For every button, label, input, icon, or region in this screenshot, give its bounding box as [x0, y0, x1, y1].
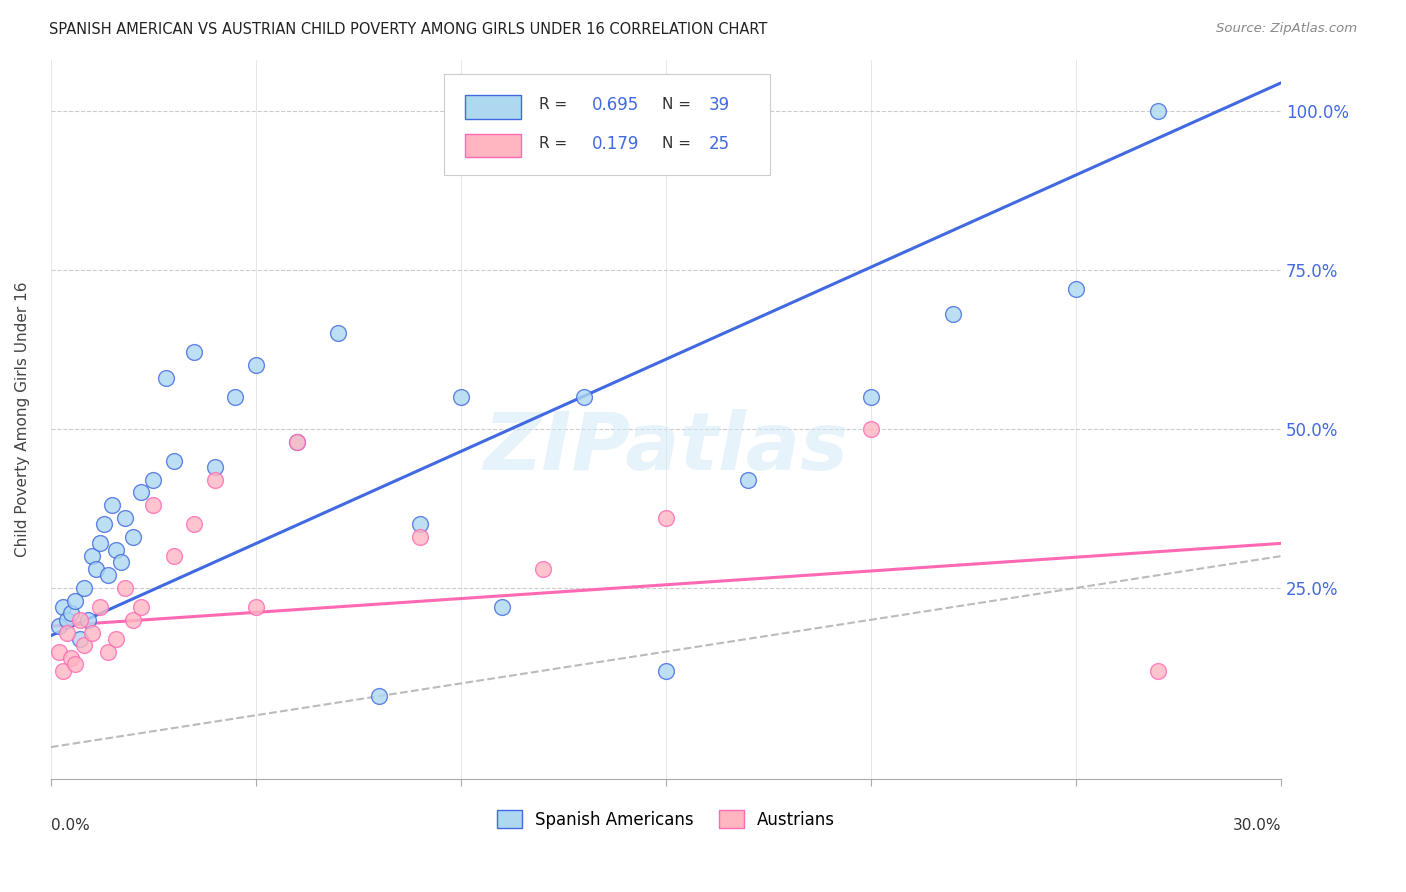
Point: [142, 473, 165, 487]
FancyBboxPatch shape: [444, 74, 770, 175]
Point: [114, 581, 136, 595]
Point: [69, 632, 91, 646]
Point: [163, 549, 186, 563]
FancyBboxPatch shape: [465, 134, 520, 157]
Point: [409, 530, 432, 544]
Point: [285, 434, 308, 449]
Text: 25: 25: [709, 135, 730, 153]
Text: Source: ZipAtlas.com: Source: ZipAtlas.com: [1216, 22, 1357, 36]
Point: [97, 644, 120, 658]
Point: [142, 498, 165, 512]
Text: 0.0%: 0.0%: [51, 819, 90, 833]
Text: ZIPatlas: ZIPatlas: [484, 409, 848, 487]
Point: [105, 542, 128, 557]
Point: [655, 511, 678, 525]
Point: [60, 651, 83, 665]
Point: [56, 625, 79, 640]
Point: [89, 536, 111, 550]
Point: [942, 307, 965, 321]
Point: [72, 638, 94, 652]
Point: [105, 632, 128, 646]
Point: [56, 613, 79, 627]
Point: [60, 607, 83, 621]
Point: [69, 613, 91, 627]
Point: [93, 517, 115, 532]
Text: R =: R =: [538, 136, 572, 152]
Point: [80, 549, 103, 563]
Point: [65, 593, 87, 607]
Point: [110, 556, 132, 570]
Point: [572, 390, 595, 404]
Point: [409, 517, 432, 532]
Text: R =: R =: [538, 97, 572, 112]
Point: [245, 358, 267, 372]
Text: SPANISH AMERICAN VS AUSTRIAN CHILD POVERTY AMONG GIRLS UNDER 16 CORRELATION CHAR: SPANISH AMERICAN VS AUSTRIAN CHILD POVER…: [49, 22, 768, 37]
Text: 30.0%: 30.0%: [1233, 819, 1281, 833]
Point: [1064, 282, 1087, 296]
Point: [183, 517, 205, 532]
Point: [155, 371, 177, 385]
Point: [326, 326, 349, 341]
Point: [89, 600, 111, 615]
Point: [121, 613, 143, 627]
Point: [80, 625, 103, 640]
Text: 0.179: 0.179: [592, 135, 640, 153]
Point: [183, 345, 205, 359]
Point: [1147, 664, 1170, 678]
Point: [367, 689, 389, 703]
Point: [72, 581, 94, 595]
Point: [129, 485, 152, 500]
Point: [285, 434, 308, 449]
Point: [245, 600, 267, 615]
Point: [48, 619, 70, 633]
Point: [224, 390, 246, 404]
Point: [737, 473, 759, 487]
Point: [52, 664, 75, 678]
Point: [129, 600, 152, 615]
Y-axis label: Child Poverty Among Girls Under 16: Child Poverty Among Girls Under 16: [15, 282, 30, 557]
Point: [114, 511, 136, 525]
Point: [531, 562, 554, 576]
Point: [859, 390, 882, 404]
FancyBboxPatch shape: [465, 95, 520, 119]
Point: [204, 473, 226, 487]
Point: [655, 664, 678, 678]
Point: [859, 422, 882, 436]
Point: [1147, 103, 1170, 118]
Point: [65, 657, 87, 672]
Point: [121, 530, 143, 544]
Point: [450, 390, 472, 404]
Point: [163, 453, 186, 467]
Point: [491, 600, 513, 615]
Point: [97, 568, 120, 582]
Point: [84, 562, 107, 576]
Text: N =: N =: [662, 136, 696, 152]
Point: [101, 498, 124, 512]
Text: 39: 39: [709, 96, 730, 114]
Text: 0.695: 0.695: [592, 96, 640, 114]
Text: N =: N =: [662, 97, 696, 112]
Point: [204, 460, 226, 475]
Legend: Spanish Americans, Austrians: Spanish Americans, Austrians: [491, 804, 842, 835]
Point: [48, 644, 70, 658]
Point: [52, 600, 75, 615]
Point: [76, 613, 98, 627]
